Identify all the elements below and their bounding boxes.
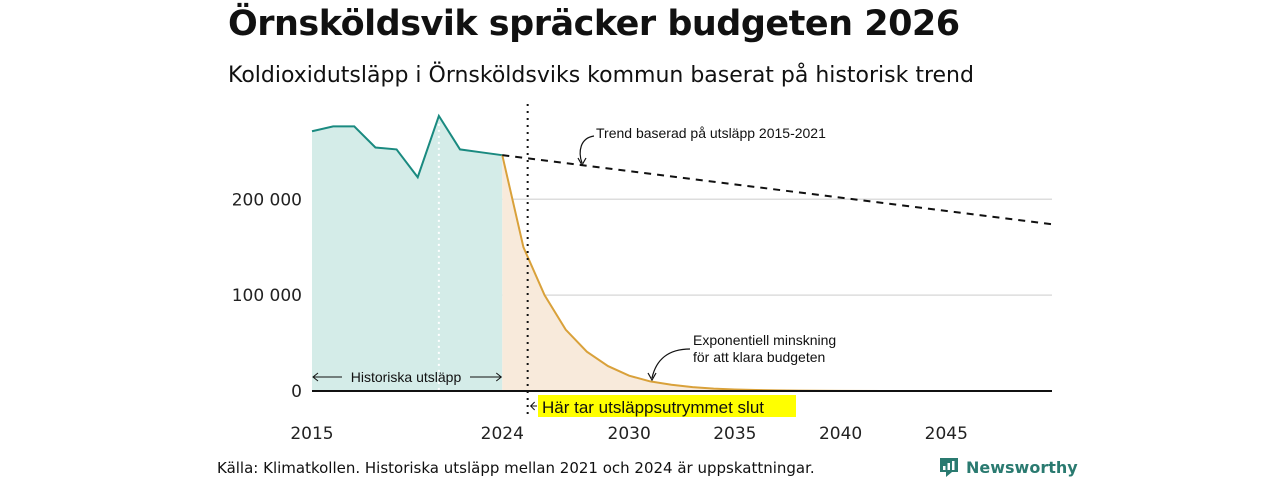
exp-annotation-line1: Exponentiell minskning — [693, 332, 836, 348]
x-tick-label: 2015 — [290, 424, 333, 444]
x-tick-label: 2035 — [713, 424, 756, 444]
cutoff-highlight — [538, 395, 796, 417]
cutoff-arrow — [529, 401, 537, 411]
trend-line — [502, 154, 1053, 226]
source-note: Källa: Klimatkollen. Historiska utsläpp … — [217, 459, 815, 477]
historical-range-right-arrowhead — [495, 372, 503, 382]
historical-annotation: Historiska utsläpp — [351, 369, 462, 385]
newsworthy-icon — [940, 458, 958, 477]
trend-annotation-arrow — [579, 135, 595, 164]
exp-annotation-line2: för att klara budgeten — [693, 349, 825, 365]
cutoff-label: Här tar utsläppsutrymmet slut — [542, 398, 764, 417]
trend-annotation: Trend baserad på utsläpp 2015-2021 — [596, 125, 826, 141]
y-tick-label: 0 — [291, 382, 302, 402]
x-tick-label: 2045 — [925, 424, 968, 444]
budget-area — [502, 155, 1052, 391]
exp-annotation-arrowhead — [647, 372, 657, 382]
exp-annotation-arrow — [651, 348, 691, 379]
chart-subtitle: Koldioxidutsläpp i Örnsköldsviks kommun … — [228, 63, 974, 88]
historical-line — [311, 113, 503, 180]
y-tick-label: 100 000 — [232, 286, 302, 306]
historical-area — [312, 115, 503, 392]
trend-annotation-arrowhead — [577, 157, 587, 167]
y-tick-label: 200 000 — [232, 190, 302, 210]
x-tick-label: 2040 — [819, 424, 862, 444]
chart-title: Örnsköldsvik spräcker budgeten 2026 — [228, 4, 960, 44]
historical-range-left-arrowhead — [312, 372, 319, 382]
x-tick-label: 2024 — [481, 424, 524, 444]
brand-name: Newsworthy — [966, 457, 1078, 477]
x-tick-label: 2030 — [608, 424, 651, 444]
newsworthy-logo: Newsworthy — [938, 456, 1078, 478]
